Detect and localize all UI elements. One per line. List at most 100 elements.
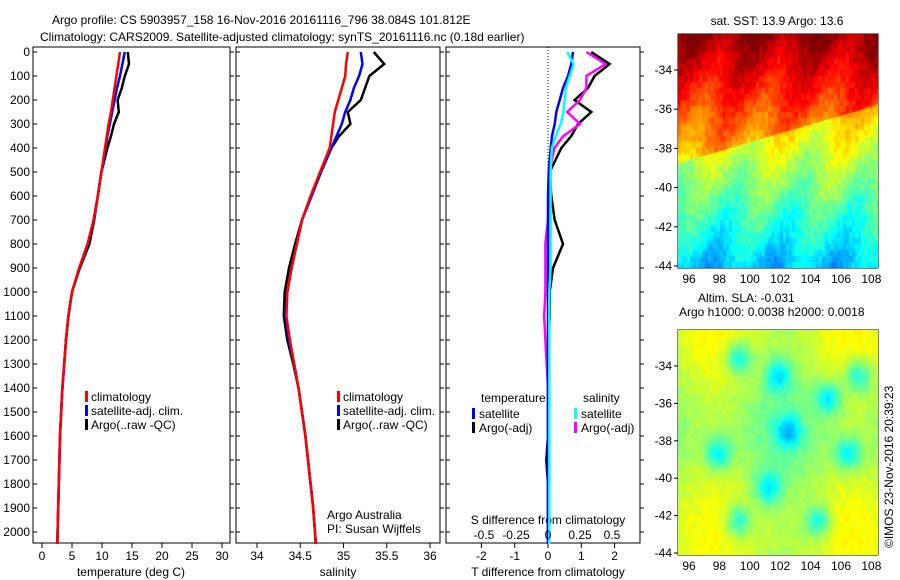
salinity-axis-label: salinity <box>320 565 357 579</box>
depth-tick-label: 700 <box>10 213 30 227</box>
legend-label: satellite-adj. clim. <box>91 404 183 418</box>
lon-tick-label: 98 <box>713 559 727 573</box>
lat-tick-label: -42 <box>655 509 673 523</box>
depth-tick-label: 800 <box>10 237 30 251</box>
lat-tick-label: -38 <box>655 141 673 155</box>
x-tick-label: 35.5 <box>375 549 399 563</box>
x-tick-label: 2 <box>611 549 618 563</box>
depth-tick-label: 1000 <box>3 285 30 299</box>
sla-map-title: Altim. SLA: -0.031 <box>698 291 795 305</box>
x-tick-label: 10 <box>95 549 109 563</box>
depth-tick-label: 100 <box>10 69 30 83</box>
t-diff-axis-label: T difference from climatology <box>471 565 625 579</box>
depth-tick-label: 200 <box>10 93 30 107</box>
s-diff-tick-label: 0 <box>545 528 552 542</box>
lat-tick-label: -34 <box>655 359 673 373</box>
depth-tick-label: 300 <box>10 117 30 131</box>
panel-2-frame <box>235 46 441 544</box>
profile-line-s-satellite <box>548 51 575 544</box>
panel-3-frame <box>445 46 641 544</box>
legend-swatch <box>337 419 340 430</box>
lon-tick-label: 96 <box>682 559 696 573</box>
lon-tick-label: 96 <box>682 272 696 286</box>
legend-swatch <box>85 405 88 416</box>
profile-line-argo-raw-qc- <box>56 51 131 545</box>
x-tick-label: 30 <box>215 549 229 563</box>
legend-label: satellite-adj. clim. <box>343 404 435 418</box>
panel-1-frame <box>32 46 231 544</box>
lon-tick-label: 104 <box>801 272 821 286</box>
legend-label: satellite <box>479 407 520 421</box>
s-diff-tick-label: -0.5 <box>474 528 495 542</box>
credit-line2: PI: Susan Wijffels <box>327 522 421 536</box>
depth-tick-label: 1400 <box>3 381 30 395</box>
lat-tick-label: -40 <box>655 471 673 485</box>
legend-label: satellite <box>581 407 622 421</box>
depth-tick-label: 1200 <box>3 333 30 347</box>
depth-tick-label: 1100 <box>4 309 30 323</box>
lat-tick-label: -44 <box>655 546 673 560</box>
depth-tick-label: 900 <box>10 261 30 275</box>
lat-tick-label: -44 <box>655 259 673 273</box>
legend-swatch <box>472 408 475 419</box>
lat-tick-label: -36 <box>655 102 673 116</box>
depth-tick-label: 500 <box>10 165 30 179</box>
lat-tick-label: -34 <box>655 63 673 77</box>
x-tick-label: 0 <box>545 549 552 563</box>
depth-tick-label: 400 <box>10 141 30 155</box>
sst-map <box>678 34 878 268</box>
x-tick-label: 0 <box>39 549 46 563</box>
depth-tick-label: 1700 <box>3 453 30 467</box>
depth-tick-label: 0 <box>23 45 30 59</box>
x-tick-label: 15 <box>125 549 139 563</box>
lon-tick-label: 100 <box>740 559 760 573</box>
legend-swatch <box>574 408 577 419</box>
profile-line-t-satellite <box>546 51 575 544</box>
x-tick-label: -1 <box>509 549 520 563</box>
depth-tick-label: 1800 <box>3 477 30 491</box>
sst-map-title: sat. SST: 13.9 Argo: 13.6 <box>711 14 844 28</box>
depth-tick-label: 1600 <box>3 429 30 443</box>
x-tick-label: 5 <box>69 549 76 563</box>
legend-label: climatology <box>343 390 403 404</box>
x-tick-label: 20 <box>155 549 169 563</box>
legend-label: Argo(-adj) <box>581 421 634 435</box>
lon-tick-label: 104 <box>801 559 821 573</box>
x-tick-label: 25 <box>185 549 199 563</box>
lat-tick-label: -40 <box>655 181 673 195</box>
x-tick-label: 36 <box>423 549 437 563</box>
s-diff-tick-label: 0.25 <box>568 528 592 542</box>
legend-swatch <box>337 391 340 402</box>
legend-label: Argo(..raw -QC) <box>343 418 428 432</box>
lon-tick-label: 106 <box>831 272 851 286</box>
legend-label: Argo(-adj) <box>479 421 532 435</box>
depth-tick-label: 1500 <box>3 405 30 419</box>
imos-stamp: ©IMOS 23-Nov-2016 20:39:23 <box>882 385 896 548</box>
credit-line1: Argo Australia <box>327 508 402 522</box>
legend-swatch <box>574 422 577 433</box>
x-tick-label: 34.5 <box>289 549 313 563</box>
legend-swatch <box>85 391 88 402</box>
legend-label: Argo(..raw -QC) <box>91 418 176 432</box>
legend-label: climatology <box>91 390 151 404</box>
lat-tick-label: -42 <box>655 220 673 234</box>
depth-tick-label: 1300 <box>3 357 30 371</box>
profile-line-satellite-adj-clim- <box>284 51 364 545</box>
lon-tick-label: 100 <box>740 272 760 286</box>
figure-title-line1: Argo profile: CS 5903957_158 16-Nov-2016… <box>52 13 471 27</box>
x-tick-label: -2 <box>476 549 487 563</box>
lon-tick-label: 98 <box>713 272 727 286</box>
temperature-axis-label: temperature (deg C) <box>77 565 185 579</box>
depth-tick-label: 2000 <box>3 525 30 539</box>
x-tick-label: 35 <box>337 549 351 563</box>
x-tick-label: 1 <box>578 549 585 563</box>
x-tick-label: 34 <box>250 549 264 563</box>
lat-tick-label: -38 <box>655 434 673 448</box>
sla-map-subtitle: Argo h1000: 0.0038 h2000: 0.0018 <box>679 305 865 319</box>
legend-swatch <box>85 419 88 430</box>
profile-line-climatology <box>56 51 122 545</box>
depth-tick-label: 1900 <box>3 501 30 515</box>
legend-header-salinity: salinity <box>583 391 620 405</box>
sla-map <box>678 330 878 555</box>
